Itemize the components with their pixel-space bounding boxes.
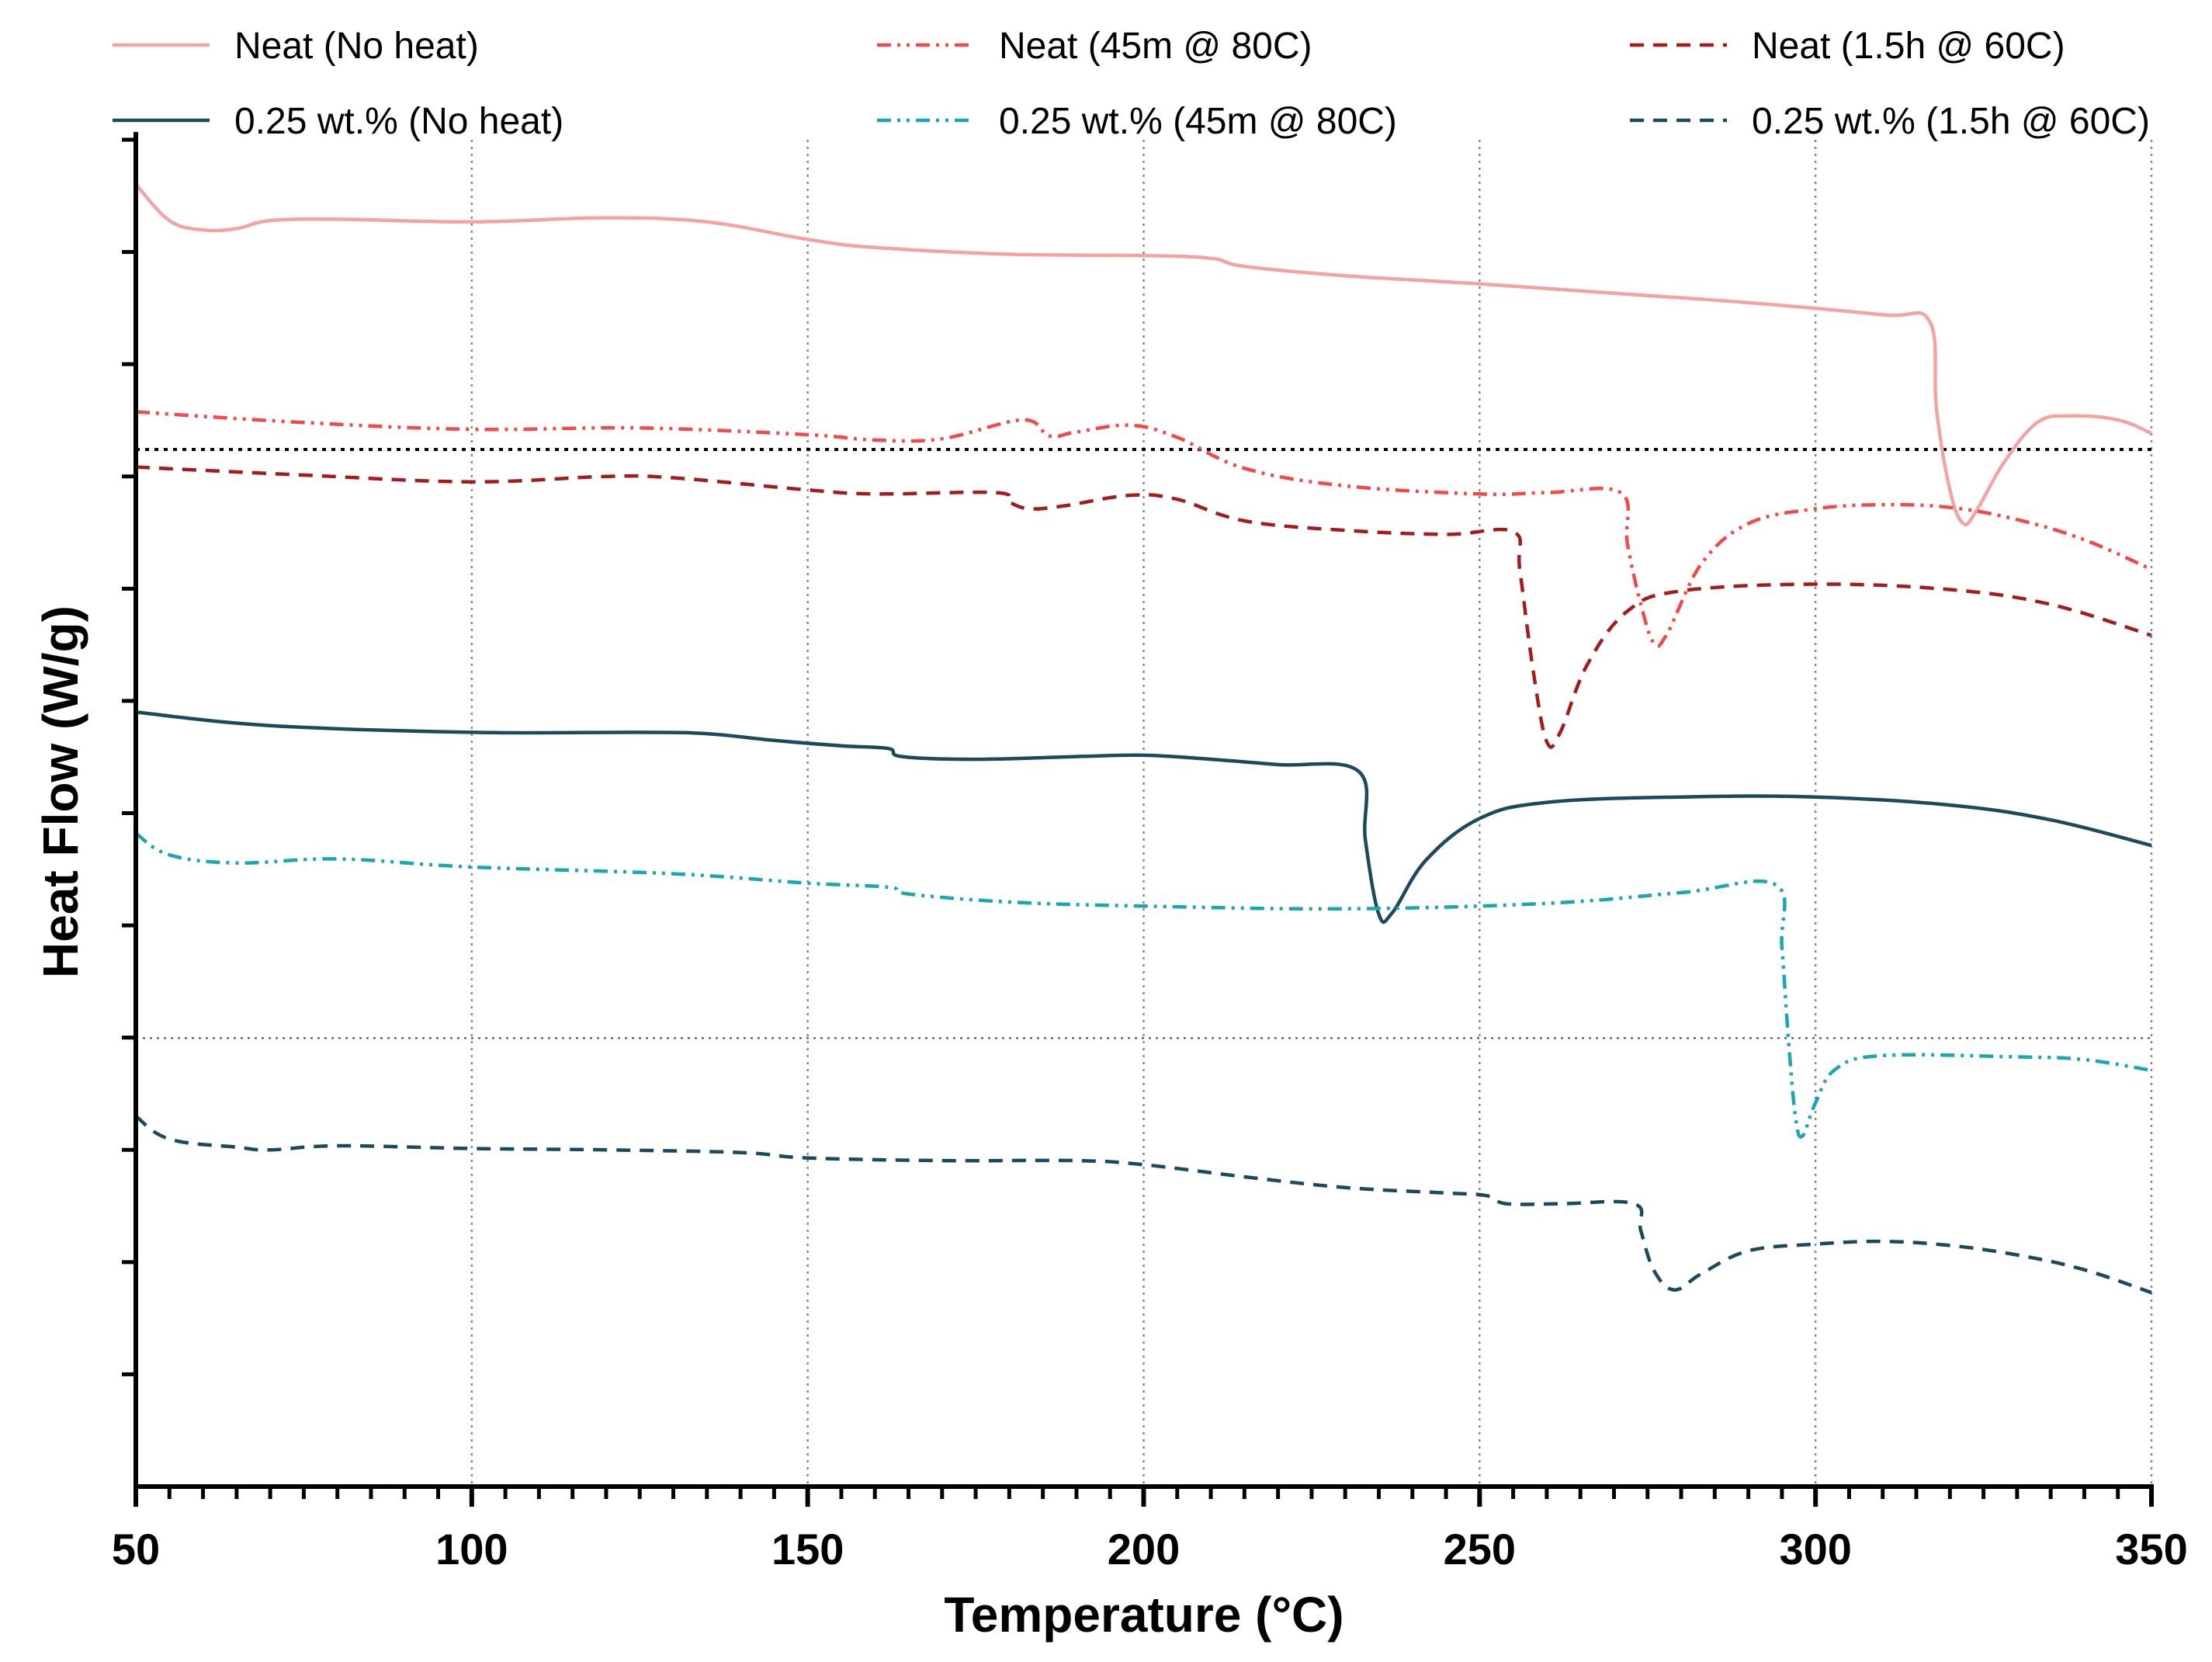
x-tick-label-150: 150 xyxy=(771,1525,844,1574)
series-layer xyxy=(134,182,2152,1295)
series-line-neat-no-heat xyxy=(134,182,2152,526)
legend-entry-0-25-wt-45m-80c: 0.25 wt.% (45m @ 80C) xyxy=(877,101,1397,142)
y-axis-title: Heat Flow (W/g) xyxy=(33,605,88,978)
series-line-0-25-wt-45m-80c xyxy=(134,831,2152,1139)
x-tick-label-50: 50 xyxy=(112,1525,160,1574)
legend-label-neat-1-5h-60c: Neat (1.5h @ 60C) xyxy=(1752,26,2065,67)
grid-layer xyxy=(470,140,2153,1487)
x-axis-title: Temperature (°C) xyxy=(944,1587,1343,1643)
x-tick-label-300: 300 xyxy=(1779,1525,1851,1574)
legend-label-0-25-wt-45m-80c: 0.25 wt.% (45m @ 80C) xyxy=(999,101,1397,142)
x-tick-label-100: 100 xyxy=(435,1525,508,1574)
legend-entry-neat-45m-80c: Neat (45m @ 80C) xyxy=(877,26,1312,67)
legend-label-0-25-wt-1-5h-60c: 0.25 wt.% (1.5h @ 60C) xyxy=(1752,101,2150,142)
series-line-neat-45m-80c xyxy=(135,410,2152,648)
legend-label-0-25-wt-no-heat: 0.25 wt.% (No heat) xyxy=(234,101,563,142)
legend-entry-neat-1-5h-60c: Neat (1.5h @ 60C) xyxy=(1630,26,2065,67)
x-tick-label-350: 350 xyxy=(2115,1525,2187,1574)
legend-entry-0-25-wt-1-5h-60c: 0.25 wt.% (1.5h @ 60C) xyxy=(1630,101,2150,142)
x-tick-label-250: 250 xyxy=(1444,1525,1516,1574)
series-line-0-25-wt-no-heat xyxy=(135,710,2152,925)
series-line-0-25-wt-1-5h-60c xyxy=(134,1115,2152,1295)
legend-entry-neat-no-heat: Neat (No heat) xyxy=(113,26,479,67)
legend-label-neat-no-heat: Neat (No heat) xyxy=(234,26,479,67)
legend: Neat (No heat) Neat (45m @ 80C) Neat (1.5h… xyxy=(113,26,2150,142)
axes-layer: 50 100 150 200 250 300 350 xyxy=(112,132,2188,1574)
reference-lines xyxy=(136,448,2151,1039)
legend-label-neat-45m-80c: Neat (45m @ 80C) xyxy=(999,26,1312,67)
series-line-neat-1-5h-60c xyxy=(135,465,2152,749)
x-tick-label-200: 200 xyxy=(1108,1525,1180,1574)
legend-entry-0-25-wt-no-heat: 0.25 wt.% (No heat) xyxy=(113,101,563,142)
